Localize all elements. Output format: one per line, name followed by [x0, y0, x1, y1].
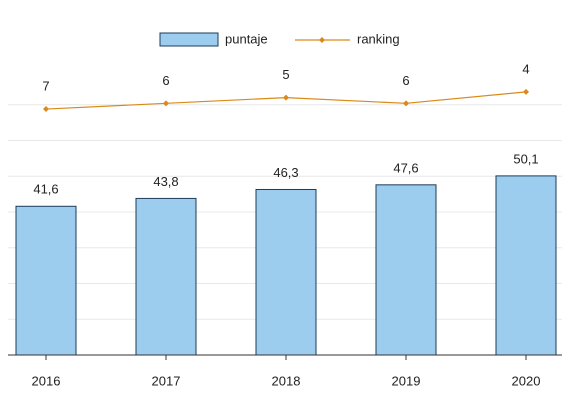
- x-tick-label: 2017: [152, 373, 181, 388]
- bar: [495, 175, 557, 356]
- x-tick-label: 2020: [512, 373, 541, 388]
- bar-value-label: 46,3: [273, 165, 298, 180]
- line-value-label: 5: [282, 67, 289, 82]
- bar: [255, 188, 317, 356]
- bar-value-label: 50,1: [513, 151, 538, 166]
- legend-label: ranking: [357, 31, 400, 46]
- x-tick-label: 2016: [32, 373, 61, 388]
- line-marker: [283, 94, 289, 101]
- x-tick-label: 2019: [392, 373, 421, 388]
- bar-value-label: 41,6: [33, 182, 58, 197]
- line-value-label: 6: [402, 73, 409, 88]
- legend-marker: [319, 37, 325, 43]
- bar-value-label: 47,6: [393, 160, 418, 175]
- legend-swatch: [159, 32, 219, 47]
- line-marker: [163, 100, 169, 107]
- line-marker: [523, 88, 529, 95]
- bar: [15, 205, 77, 356]
- bar-value-label: 43,8: [153, 174, 178, 189]
- bar: [135, 197, 197, 356]
- line-value-label: 4: [522, 61, 529, 76]
- line-value-label: 7: [42, 78, 49, 93]
- line-value-label: 6: [162, 73, 169, 88]
- line-marker: [43, 106, 49, 113]
- x-tick-label: 2018: [272, 373, 301, 388]
- line-marker: [403, 100, 409, 107]
- legend-label: puntaje: [225, 31, 268, 46]
- bar: [375, 184, 437, 356]
